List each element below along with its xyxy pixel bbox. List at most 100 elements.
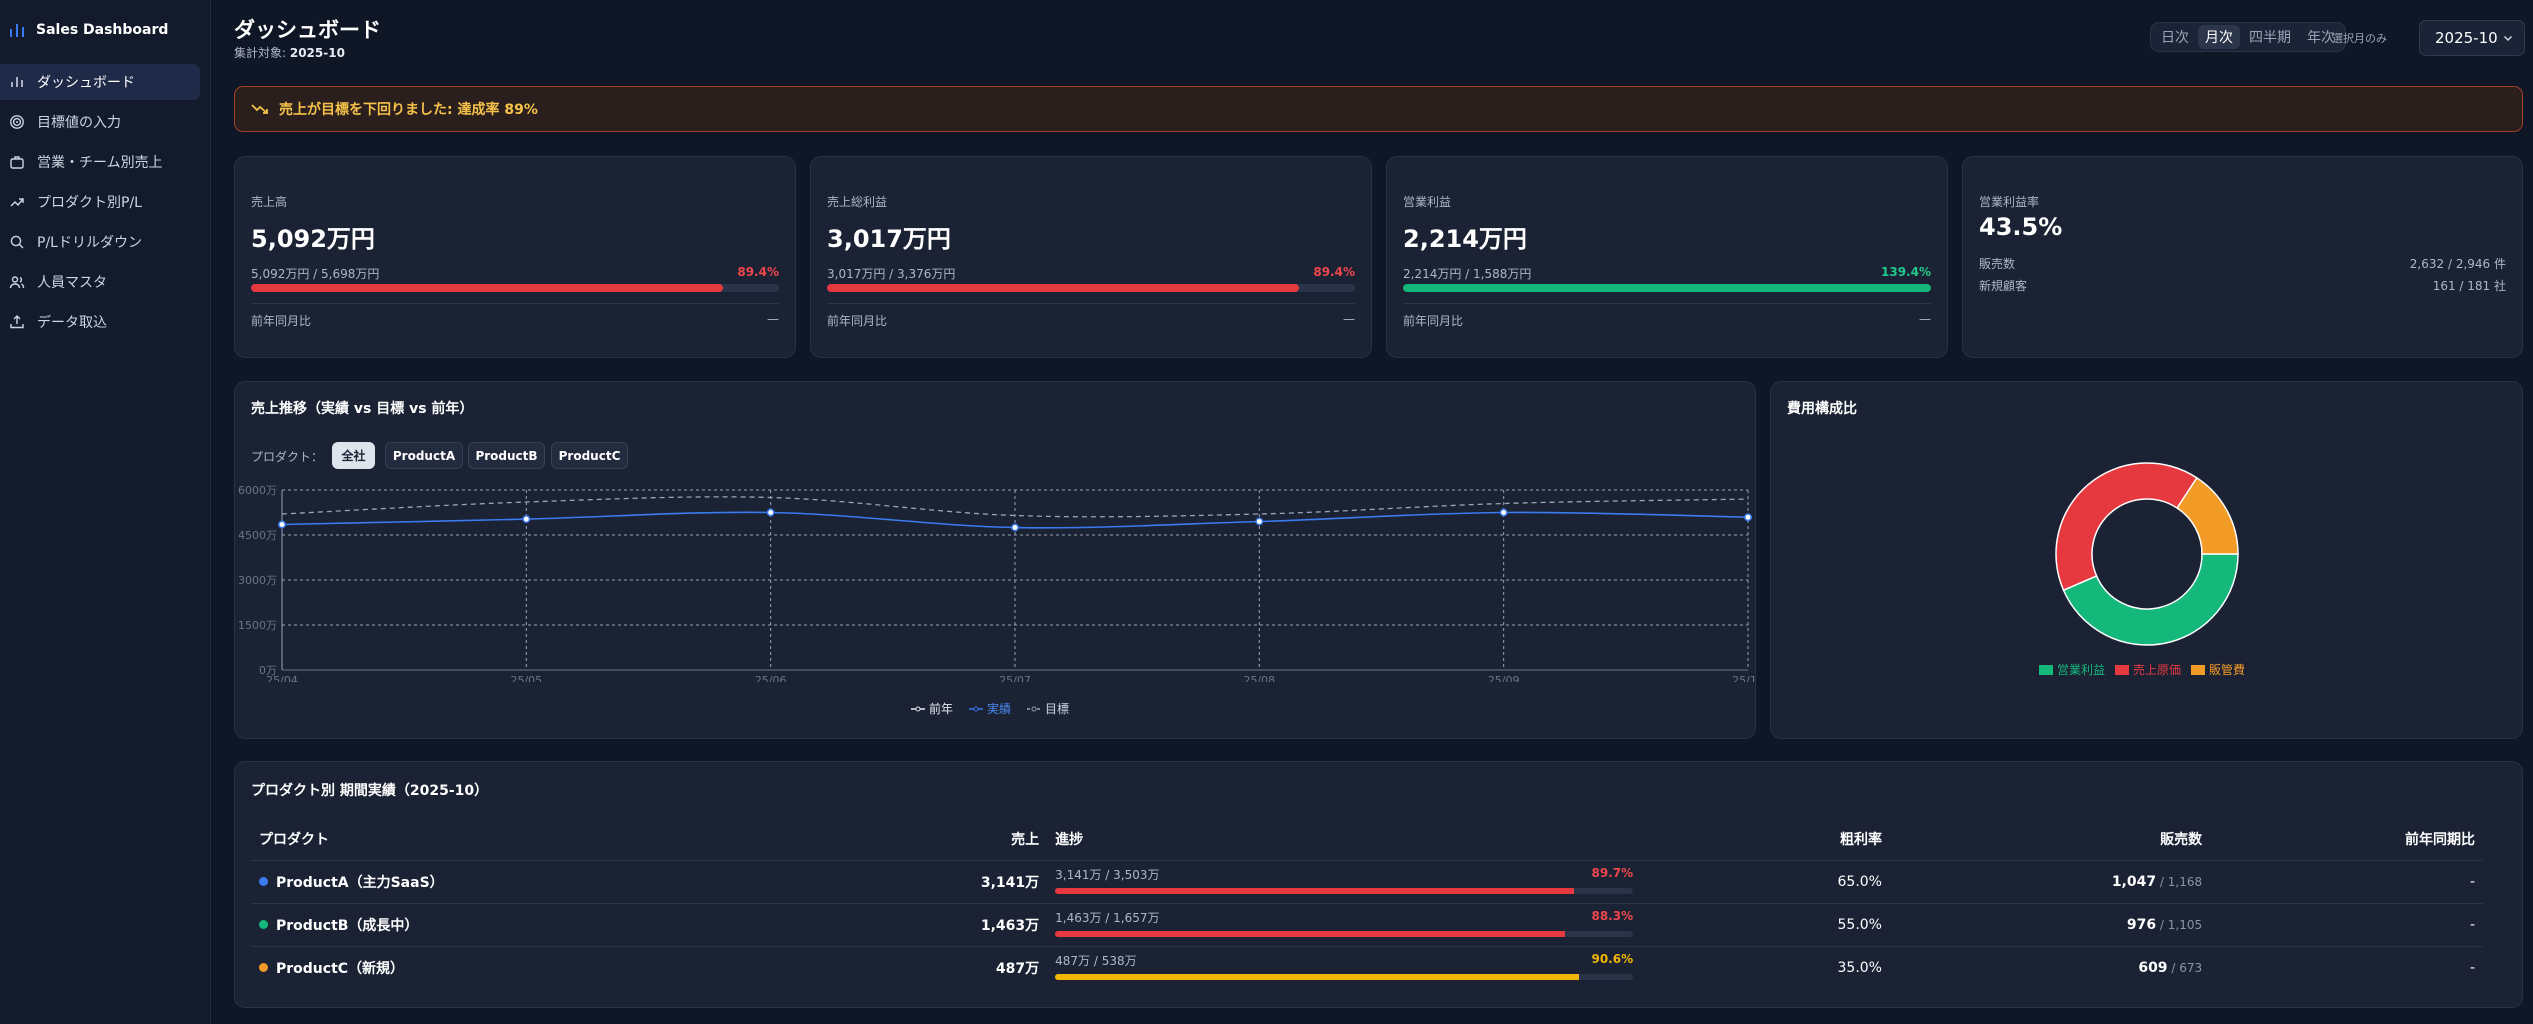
kpi-value: 3,017万円 — [827, 225, 951, 253]
subtitle-value: 2025-10 — [289, 46, 345, 60]
legend-label: 前年 — [929, 702, 954, 716]
progress-text: 487万 / 538万 — [1055, 953, 1137, 968]
data-point — [522, 515, 531, 524]
section-title: 費用構成比 — [1787, 401, 1857, 417]
kpi-yoy-value: — — [1919, 312, 1931, 326]
kpi-card-sales: 売上高 5,092万円 5,092万円 / 5,698万円 89.4% 前年同月… — [234, 156, 796, 358]
divider — [827, 303, 1355, 304]
legend-line-icon — [911, 706, 925, 711]
donut-legend: 営業利益 売上原価 販管費 — [2039, 661, 2245, 678]
period-daily-button[interactable]: 日次 — [2161, 30, 2189, 46]
legend-label: 売上原価 — [2133, 663, 2182, 677]
sidebar-item-label: P/Lドリルダウン — [37, 235, 142, 251]
table-row[interactable]: ProductC（新規） 487万 487万 / 538万 90.6% 35.0%… — [251, 946, 2483, 989]
product-filter-label: プロダクト： — [251, 450, 324, 464]
brand[interactable]: Sales Dashboard — [0, 0, 210, 46]
legend-item-target[interactable]: 目標 — [1027, 700, 1069, 717]
progress-fill — [1055, 887, 1574, 894]
x-tick-label: 25/08 — [1243, 674, 1275, 682]
legend-label: 販管費 — [2209, 663, 2246, 677]
app-title: Sales Dashboard — [36, 22, 169, 38]
x-tick-label: 25/06 — [755, 674, 787, 682]
month-select[interactable]: 2025-10 — [2419, 20, 2525, 56]
page-title: ダッシュボード — [234, 18, 381, 42]
y-tick-label: 4500万 — [238, 529, 277, 542]
x-tick-label: 25/09 — [1488, 674, 1520, 682]
kpi-row-value: 2,632 / 2,946 件 — [2409, 257, 2506, 271]
kpi-label: 営業利益 — [1403, 195, 1452, 209]
trending-down-icon — [251, 104, 268, 114]
legend-label: 営業利益 — [2057, 663, 2106, 677]
product-table: プロダクト 売上 進捗 粗利率 販売数 前年同期比 ProductA（主力Saa… — [251, 818, 2483, 989]
product-units: 1,047 / 1,168 — [1889, 860, 2211, 904]
kpi-yoy-value: — — [767, 312, 779, 326]
units-target: / 673 — [2167, 960, 2203, 975]
table-row[interactable]: ProductB（成長中） 1,463万 1,463万 / 1,657万 88.3… — [251, 903, 2483, 947]
kpi-pct: 89.4% — [737, 265, 779, 279]
column-header: 販売数 — [1889, 818, 2211, 861]
legend-label: 実績 — [987, 702, 1012, 716]
progress-text: 1,463万 / 1,657万 — [1055, 910, 1160, 925]
kpi-progress-fill — [827, 284, 1300, 292]
product-name: ProductA（主力SaaS） — [259, 872, 921, 892]
kpi-yoy-label: 前年同月比 — [1403, 314, 1464, 328]
product-name-text: ProductB（成長中） — [276, 917, 419, 934]
month-select-value: 2025-10 — [2435, 29, 2498, 47]
product-progress: 487万 / 538万 90.6% — [1055, 952, 1634, 984]
column-header: 売上 — [929, 818, 1048, 861]
sidebar-item-dashboard[interactable]: ダッシュボード — [0, 64, 200, 100]
chip-product-a[interactable]: ProductA — [385, 442, 463, 469]
product-margin: 55.0% — [1666, 903, 1890, 947]
sidebar-item-team-sales[interactable]: 営業・チーム別売上 — [0, 144, 200, 180]
progress-bar — [1055, 887, 1634, 894]
chip-product-b[interactable]: ProductB — [468, 442, 545, 469]
legend-item-prev-year[interactable]: 前年 — [911, 700, 953, 717]
column-header: 粗利率 — [1666, 818, 1890, 861]
product-yoy: - — [2210, 860, 2483, 904]
legend-item-actual[interactable]: 実績 — [969, 700, 1011, 717]
product-units: 976 / 1,105 — [1889, 903, 2211, 947]
x-tick-label: 25/07 — [999, 674, 1031, 682]
chip-all[interactable]: 全社 — [332, 442, 375, 469]
table-header-row: プロダクト 売上 進捗 粗利率 販売数 前年同期比 — [251, 818, 2483, 861]
selected-only-label[interactable]: 選択月のみ — [2332, 32, 2387, 45]
sidebar-item-label: データ取込 — [37, 315, 107, 331]
kpi-yoy-value: — — [1343, 312, 1355, 326]
y-tick-label: 0万 — [259, 664, 277, 677]
sidebar-item-label: ダッシュボード — [37, 75, 135, 91]
y-tick-label: 3000万 — [238, 574, 277, 587]
kpi-ratio: 5,092万円 / 5,698万円 — [251, 267, 380, 281]
period-quarterly-button[interactable]: 四半期 — [2249, 30, 2291, 46]
sidebar-item-staff-master[interactable]: 人員マスタ — [0, 264, 200, 300]
product-progress: 3,141万 / 3,503万 89.7% — [1055, 866, 1634, 898]
sidebar-item-label: 営業・チーム別売上 — [37, 155, 163, 171]
kpi-progress-fill — [1403, 284, 1931, 292]
legend-label: 目標 — [1045, 702, 1070, 716]
product-yoy: - — [2210, 903, 2483, 947]
chip-product-c[interactable]: ProductC — [551, 442, 628, 469]
legend-item-sga[interactable]: 販管費 — [2191, 661, 2245, 678]
subtitle-prefix: 集計対象: — [234, 46, 290, 60]
progress-pct: 88.3% — [1591, 908, 1634, 923]
legend-line-icon — [1027, 706, 1042, 711]
sidebar: Sales Dashboard ダッシュボード 目標値の入力 営業・チーム別売上… — [0, 0, 211, 1024]
sidebar-item-pl-drilldown[interactable]: P/Lドリルダウン — [0, 224, 200, 260]
sidebar-item-targets[interactable]: 目標値の入力 — [0, 104, 200, 140]
legend-item-cogs[interactable]: 売上原価 — [2115, 661, 2181, 678]
kpi-label: 営業利益率 — [1979, 195, 2040, 209]
sidebar-item-data-import[interactable]: データ取込 — [0, 304, 200, 340]
period-yearly-button[interactable]: 年次 — [2307, 30, 2335, 46]
legend-line-icon — [969, 706, 984, 711]
period-monthly-button[interactable]: 月次 — [2198, 25, 2240, 49]
legend-item-operating-profit[interactable]: 営業利益 — [2039, 661, 2105, 678]
kpi-card-operating-profit: 営業利益 2,214万円 2,214万円 / 1,588万円 139.4% 前年… — [1386, 156, 1948, 358]
sidebar-item-product-pl[interactable]: プロダクト別P/L — [0, 184, 200, 220]
bar-chart-icon — [11, 77, 23, 87]
period-toggle: 日次 月次 四半期 年次 — [2150, 22, 2346, 52]
table-row[interactable]: ProductA（主力SaaS） 3,141万 3,141万 / 3,503万 8… — [251, 860, 2483, 904]
progress-fill — [1055, 930, 1566, 937]
product-margin: 65.0% — [1666, 860, 1890, 904]
sidebar-item-label: 人員マスタ — [37, 275, 107, 291]
y-tick-label: 6000万 — [238, 484, 277, 497]
